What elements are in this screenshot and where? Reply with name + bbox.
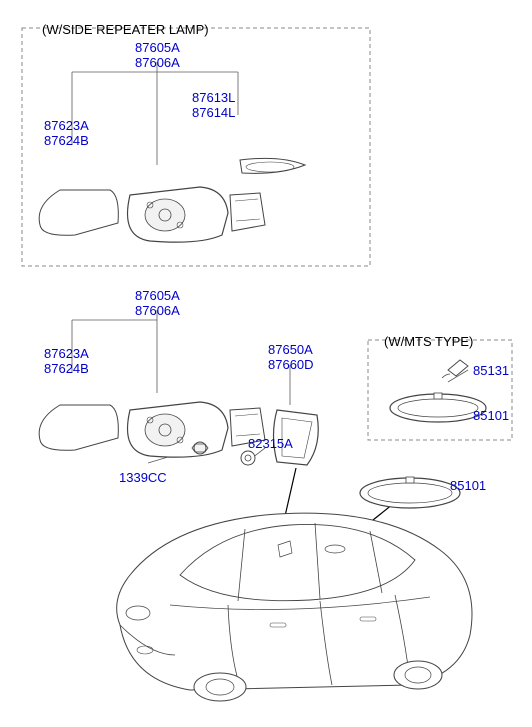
code-87606a-mid: 87606A bbox=[135, 303, 180, 318]
code-87605a-top: 87605A bbox=[135, 40, 180, 55]
clip-82315a bbox=[241, 451, 255, 465]
code-85101-box: 85101 bbox=[473, 408, 509, 423]
mts-type-title: (W/MTS TYPE) bbox=[384, 334, 473, 349]
code-87624b-mid: 87624B bbox=[44, 361, 89, 376]
code-87605a-mid: 87605A bbox=[135, 288, 180, 303]
car-body bbox=[117, 513, 472, 701]
code-1339cc: 1339CC bbox=[119, 470, 167, 485]
code-82315a: 82315A bbox=[248, 436, 293, 451]
mts-type-box bbox=[368, 340, 512, 440]
rearview-mirror-mts bbox=[390, 360, 486, 422]
code-87624b-top: 87624B bbox=[44, 133, 89, 148]
code-87606a-top: 87606A bbox=[135, 55, 180, 70]
rearview-mirror bbox=[360, 477, 460, 508]
side-mirror-assembly bbox=[39, 402, 265, 457]
code-87650a: 87650A bbox=[268, 342, 313, 357]
code-87660d: 87660D bbox=[268, 357, 314, 372]
code-87613l: 87613L bbox=[192, 90, 235, 105]
code-87623a-mid: 87623A bbox=[44, 346, 89, 361]
code-85131: 85131 bbox=[473, 363, 509, 378]
side-repeater-title: (W/SIDE REPEATER LAMP) bbox=[42, 22, 209, 37]
code-85101-lone: 85101 bbox=[450, 478, 486, 493]
code-87623a-top: 87623A bbox=[44, 118, 89, 133]
code-87614l: 87614L bbox=[192, 105, 235, 120]
side-mirror-assembly bbox=[39, 158, 305, 242]
